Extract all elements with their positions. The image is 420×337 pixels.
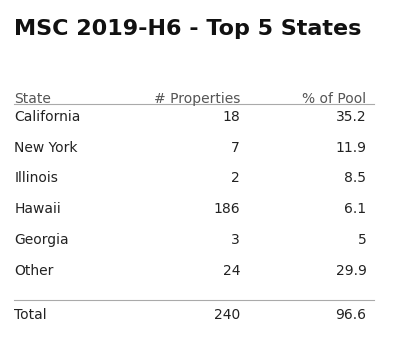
Text: 5: 5 (358, 233, 366, 247)
Text: 186: 186 (213, 202, 240, 216)
Text: 2: 2 (231, 172, 240, 185)
Text: 3: 3 (231, 233, 240, 247)
Text: MSC 2019-H6 - Top 5 States: MSC 2019-H6 - Top 5 States (14, 19, 362, 39)
Text: Total: Total (14, 308, 47, 322)
Text: Hawaii: Hawaii (14, 202, 61, 216)
Text: Other: Other (14, 264, 54, 278)
Text: # Properties: # Properties (154, 92, 240, 106)
Text: 8.5: 8.5 (344, 172, 366, 185)
Text: 18: 18 (222, 110, 240, 124)
Text: % of Pool: % of Pool (302, 92, 366, 106)
Text: California: California (14, 110, 81, 124)
Text: 35.2: 35.2 (336, 110, 366, 124)
Text: 29.9: 29.9 (336, 264, 366, 278)
Text: 240: 240 (214, 308, 240, 322)
Text: 6.1: 6.1 (344, 202, 366, 216)
Text: Georgia: Georgia (14, 233, 69, 247)
Text: Illinois: Illinois (14, 172, 58, 185)
Text: 96.6: 96.6 (336, 308, 366, 322)
Text: 7: 7 (231, 141, 240, 155)
Text: 24: 24 (223, 264, 240, 278)
Text: 11.9: 11.9 (336, 141, 366, 155)
Text: State: State (14, 92, 51, 106)
Text: New York: New York (14, 141, 78, 155)
